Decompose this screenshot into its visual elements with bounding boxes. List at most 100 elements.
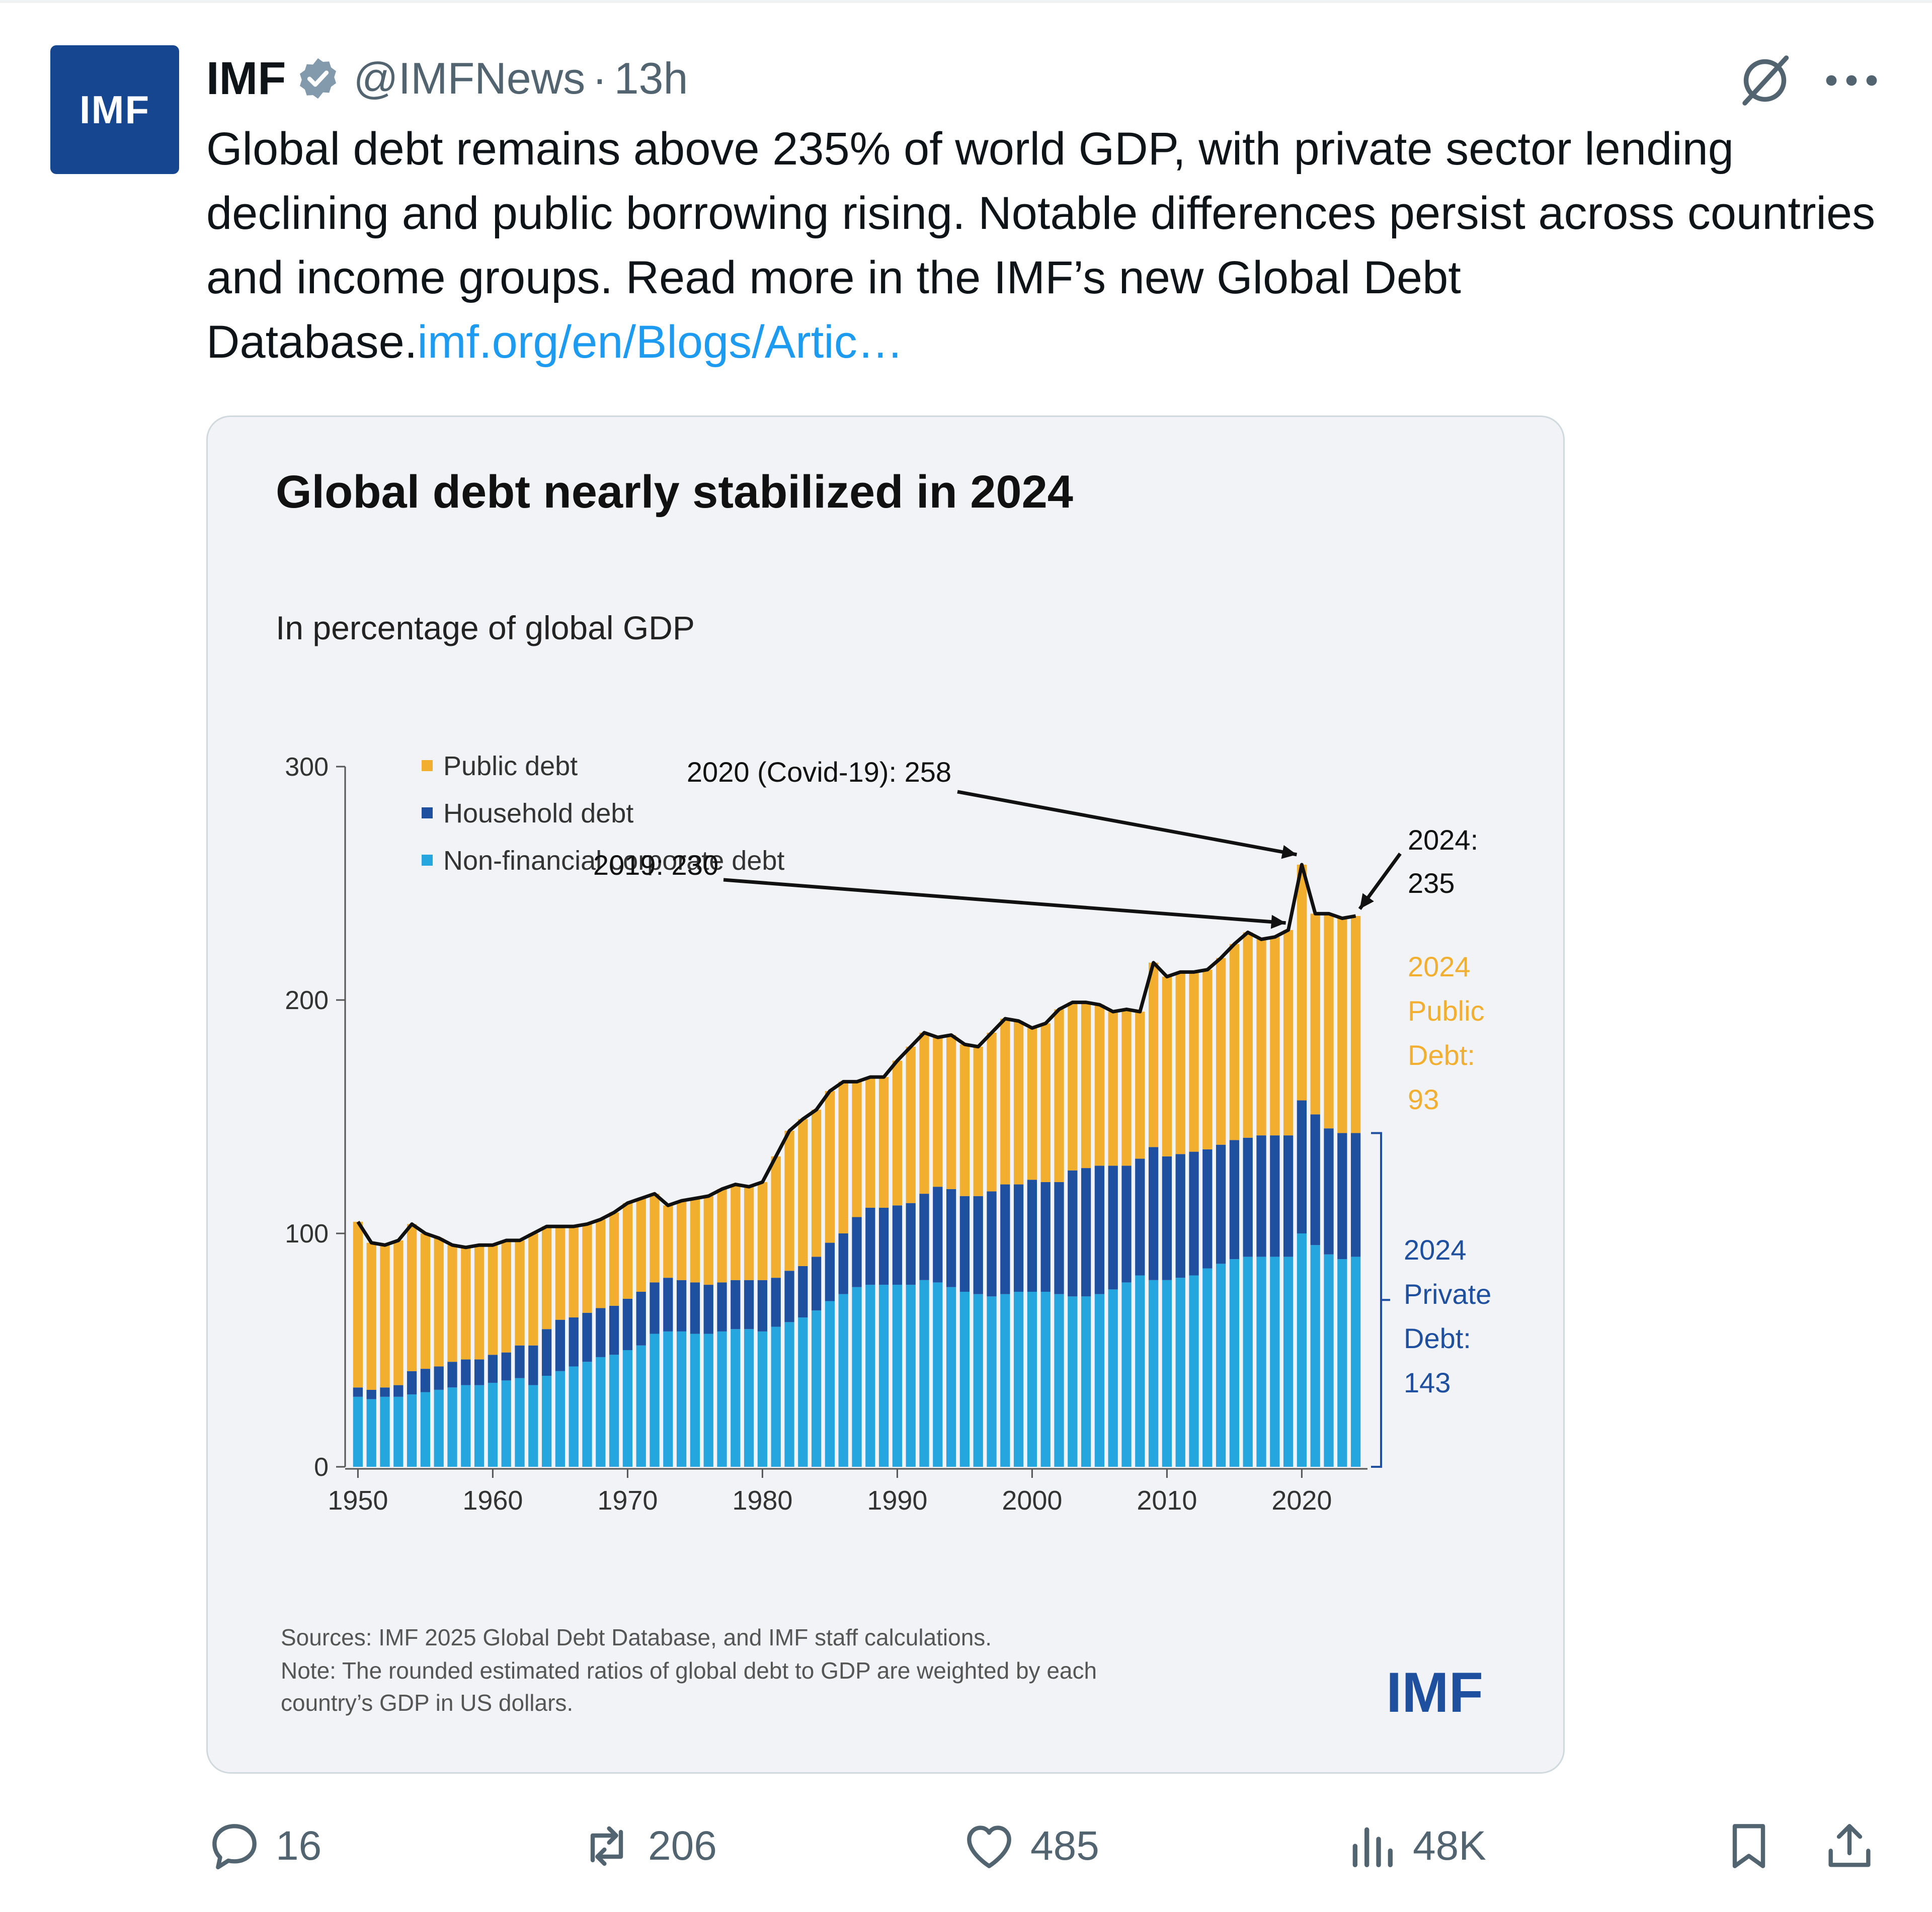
private-2024-label-line: Private <box>1404 1278 1491 1310</box>
bar-segment <box>1081 1002 1091 1169</box>
bar-segment <box>434 1238 444 1367</box>
tweet-link[interactable]: imf.org/en/Blogs/Artic… <box>417 316 904 368</box>
bookmark-button[interactable] <box>1721 1811 1777 1881</box>
bar-segment <box>825 1242 835 1301</box>
bar-segment <box>1283 1257 1294 1467</box>
bar-segment <box>892 1060 903 1206</box>
bar-segment <box>838 1233 848 1294</box>
bar-segment <box>1350 1133 1361 1257</box>
bar-segment <box>407 1394 417 1467</box>
bar-segment <box>717 1282 727 1332</box>
bar-segment <box>906 1285 916 1467</box>
bar-segment <box>420 1369 431 1392</box>
footnote-sources: Sources: IMF 2025 Global Debt Database, … <box>281 1624 992 1650</box>
private-2024-label-line: Debt: <box>1404 1322 1471 1354</box>
private-debt-bracket <box>1371 1132 1390 1468</box>
verified-badge-icon[interactable] <box>295 55 341 102</box>
bar-segment <box>1202 969 1213 1149</box>
bar-segment <box>1013 1292 1024 1467</box>
bar-segment <box>515 1345 525 1378</box>
tweet-media-chart[interactable]: Global debt nearly stabilized in 2024 In… <box>206 415 1565 1774</box>
bar-segment <box>501 1352 511 1381</box>
bar-segment <box>407 1371 417 1395</box>
bar-segment <box>609 1355 619 1467</box>
more-icon[interactable] <box>1821 60 1882 101</box>
bar-segment <box>690 1334 700 1467</box>
bar-segment <box>731 1280 741 1329</box>
bar-segment <box>1189 972 1199 1152</box>
bar-segment <box>825 1091 835 1243</box>
bar-segment <box>731 1329 741 1467</box>
retweet-button[interactable]: 206 <box>579 1811 717 1881</box>
bar-segment <box>838 1082 848 1233</box>
bar-segment <box>636 1198 646 1292</box>
bar-segment <box>434 1389 444 1467</box>
bar-segment <box>1310 1245 1320 1467</box>
author-name[interactable]: IMF <box>206 52 286 104</box>
bar-segment <box>933 1187 943 1283</box>
share-button[interactable] <box>1821 1811 1878 1881</box>
annotation-2019: 2019: 230 <box>593 849 718 881</box>
bar-segment <box>488 1245 498 1355</box>
y-tick-label: 100 <box>285 1219 329 1249</box>
author-handle[interactable]: @IMFNews <box>353 53 586 103</box>
like-button[interactable]: 485 <box>961 1811 1099 1881</box>
bar-segment <box>380 1396 390 1467</box>
avatar-logo-text: IMF <box>79 87 150 132</box>
views-button[interactable]: 48K <box>1343 1811 1486 1881</box>
bar-segment <box>703 1334 713 1467</box>
bar-segment <box>959 1196 970 1292</box>
bar-segment <box>1135 1275 1145 1467</box>
bar-segment <box>1000 1019 1010 1185</box>
bar-segment <box>878 1285 889 1467</box>
public-2024-label-line: 93 <box>1408 1084 1439 1115</box>
private-2024-label-line: 143 <box>1404 1367 1451 1398</box>
bar-segment <box>501 1240 511 1353</box>
bar-segment <box>1040 1023 1051 1182</box>
bar-segment <box>892 1205 903 1285</box>
bar-segment <box>1135 1158 1145 1276</box>
public-2024-label-line: Public <box>1408 995 1485 1027</box>
x-tick-label: 1950 <box>328 1485 388 1516</box>
bar-segment <box>798 1266 808 1318</box>
grok-icon[interactable] <box>1735 50 1795 111</box>
avatar[interactable]: IMF <box>50 45 179 174</box>
top-divider <box>0 0 1932 3</box>
bar-segment <box>1094 1166 1105 1294</box>
bar-segment <box>1337 1133 1347 1260</box>
total-debt-line <box>356 863 1356 1250</box>
bar-segment <box>1013 1021 1024 1185</box>
public-2024-label-line: Debt: <box>1408 1039 1475 1071</box>
bar-segment <box>541 1376 552 1467</box>
bar-segment <box>1175 1278 1185 1467</box>
bar-segment <box>366 1399 376 1467</box>
bar-segment <box>771 1278 781 1327</box>
bar-segment <box>1148 962 1159 1147</box>
bar-segment <box>569 1317 579 1367</box>
bar-segment <box>892 1285 903 1467</box>
bar-segment <box>973 1294 983 1467</box>
bar-segment <box>1243 932 1253 1138</box>
bar-segment <box>1027 1292 1037 1467</box>
bar-segment <box>380 1245 390 1388</box>
bar-segment <box>1243 1137 1253 1257</box>
bar-segment <box>1108 1012 1118 1166</box>
tweet-timestamp[interactable]: 13h <box>614 53 688 103</box>
bar-segment <box>1162 1156 1172 1280</box>
chart-bars <box>353 863 1361 1467</box>
bar-segment <box>757 1331 768 1467</box>
bar-segment <box>1094 1005 1105 1166</box>
reply-button[interactable]: 16 <box>206 1811 321 1881</box>
legend-swatch <box>422 807 433 818</box>
public-2024-label-line: 2024 <box>1408 951 1471 982</box>
bar-segment <box>703 1196 713 1285</box>
bar-segment <box>663 1278 673 1332</box>
debt-chart: Global debt nearly stabilized in 2024 In… <box>276 466 1491 1724</box>
tweet-text: Global debt remains above 235% of world … <box>206 117 1892 374</box>
footnote-note-cont: country’s GDP in US dollars. <box>281 1690 573 1716</box>
bar-segment <box>731 1184 741 1280</box>
bar-segment <box>1337 1259 1347 1467</box>
bar-segment <box>1162 1280 1172 1467</box>
reply-icon <box>212 1824 257 1870</box>
bar-segment <box>474 1359 485 1385</box>
